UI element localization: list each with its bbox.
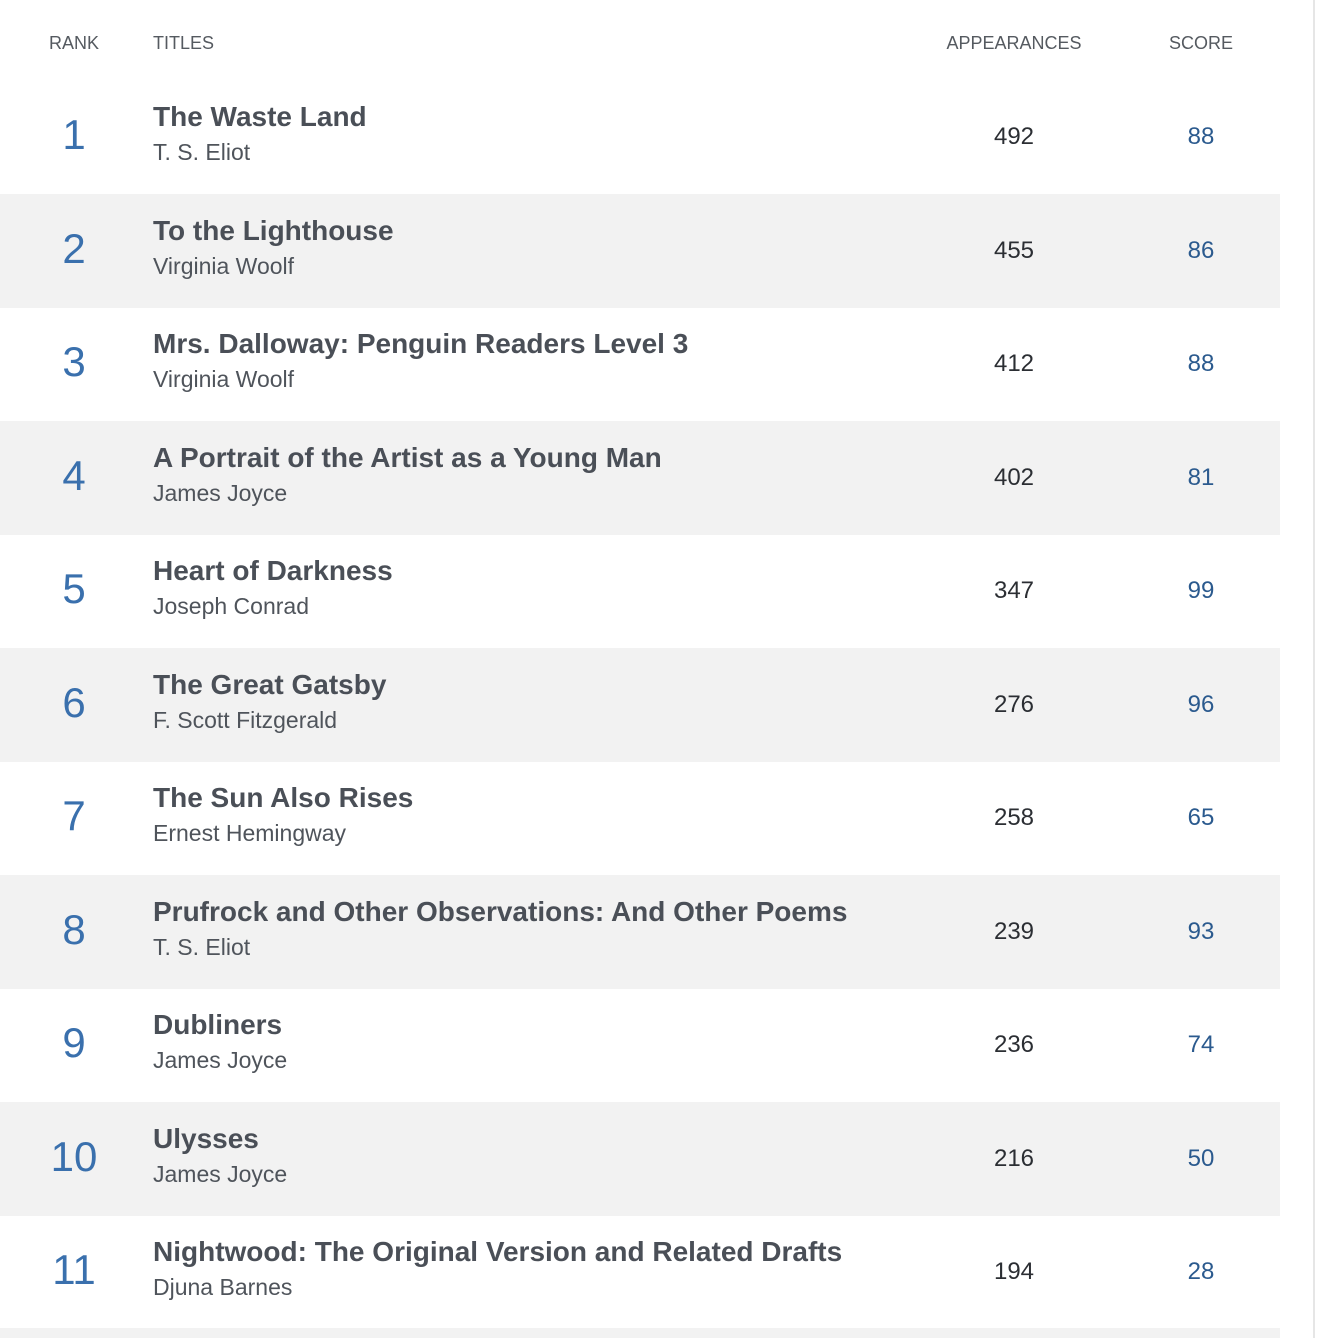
book-title[interactable]: The Great Gatsby xyxy=(153,668,387,700)
rank: 8 xyxy=(62,905,86,953)
rank-header: RANK xyxy=(48,33,99,53)
appearances: 258 xyxy=(993,804,1035,831)
author: Joseph Conrad xyxy=(153,593,309,619)
book-title[interactable]: Nightwood: The Original Version and Rela… xyxy=(153,1236,843,1267)
score: 50 xyxy=(1187,1144,1215,1172)
book-title[interactable]: Prufrock and Other Observations: And Oth… xyxy=(153,895,848,927)
book-row[interactable]: 3 Mrs. Dalloway: Penguin Readers Level 3 V… xyxy=(0,307,1280,421)
titles-header: TITLES xyxy=(153,33,215,53)
author: James Joyce xyxy=(153,479,288,506)
score: 81 xyxy=(1187,463,1215,491)
book-row[interactable]: 8 Prufrock and Other Observations: And Ot… xyxy=(0,874,1280,989)
book-title[interactable]: To the Lighthouse xyxy=(153,214,394,246)
appearances: 216 xyxy=(993,1144,1035,1172)
rank: 11 xyxy=(52,1246,96,1293)
rank: 10 xyxy=(50,1132,98,1180)
book-row[interactable]: 10 Ulysses James Joyce 216 50 xyxy=(0,1101,1280,1216)
rank: 2 xyxy=(62,224,86,272)
author: Djuna Barnes xyxy=(153,1274,293,1300)
book-title[interactable]: Heart of Darkness xyxy=(153,555,393,586)
book-row[interactable]: 5 Heart of Darkness Joseph Conrad 347 99 xyxy=(0,534,1280,648)
author: Ernest Hemingway xyxy=(153,820,347,846)
book-row[interactable]: 9 Dubliners James Joyce 236 74 xyxy=(0,988,1280,1102)
book-title[interactable]: A Portrait of the Artist as a Young Man xyxy=(153,441,662,473)
book-title[interactable]: The Sun Also Rises xyxy=(153,782,414,813)
book-row[interactable]: 11 Nightwood: The Original Version and Re… xyxy=(0,1215,1280,1329)
score: 65 xyxy=(1187,804,1215,831)
score: 28 xyxy=(1187,1258,1215,1285)
appearances: 412 xyxy=(993,350,1035,377)
score: 88 xyxy=(1187,123,1215,150)
appearances: 236 xyxy=(993,1031,1035,1058)
score: 93 xyxy=(1187,917,1215,945)
rank: 6 xyxy=(62,678,86,726)
book-row[interactable]: 7 The Sun Also Rises Ernest Hemingway 258 65 xyxy=(0,761,1280,875)
author: F. Scott Fitzgerald xyxy=(153,706,338,733)
score: 96 xyxy=(1187,690,1215,718)
score: 99 xyxy=(1187,577,1215,604)
rank: 5 xyxy=(62,565,86,612)
author: T. S. Eliot xyxy=(153,933,251,960)
rank: 3 xyxy=(62,338,86,385)
score: 74 xyxy=(1187,1031,1215,1058)
appearances: 455 xyxy=(993,236,1035,264)
book-title[interactable]: Dubliners xyxy=(153,1009,283,1040)
score: 86 xyxy=(1187,236,1215,264)
book-title[interactable]: Ulysses xyxy=(153,1122,259,1154)
row-stripe xyxy=(0,1328,1280,1338)
author: James Joyce xyxy=(153,1160,288,1187)
author: T. S. Eliot xyxy=(153,139,251,165)
scrollbar-edge xyxy=(1313,0,1315,1338)
appearances: 194 xyxy=(993,1258,1035,1285)
author: James Joyce xyxy=(153,1047,288,1073)
rank: 1 xyxy=(62,111,86,158)
appearances: 402 xyxy=(993,463,1035,491)
rank: 9 xyxy=(62,1019,86,1066)
appearances: 492 xyxy=(993,123,1035,150)
appearances: 347 xyxy=(993,577,1035,604)
book-title[interactable]: The Waste Land xyxy=(153,101,367,132)
appearances-header: APPEARANCES xyxy=(946,33,1082,53)
book-row[interactable]: 6 The Great Gatsby F. Scott Fitzgerald 276 9… xyxy=(0,647,1280,762)
score-header: SCORE xyxy=(1168,33,1233,53)
author: Virginia Woolf xyxy=(153,366,295,392)
score: 88 xyxy=(1187,350,1215,377)
appearances: 239 xyxy=(993,917,1035,945)
rank: 4 xyxy=(62,451,86,499)
book-row[interactable]: 1 The Waste Land T. S. Eliot 492 88 xyxy=(0,80,1280,194)
appearances: 276 xyxy=(993,690,1035,718)
rank: 7 xyxy=(62,792,86,839)
book-title[interactable]: Mrs. Dalloway: Penguin Readers Level 3 xyxy=(153,328,689,359)
author: Virginia Woolf xyxy=(153,252,295,279)
book-row[interactable]: 2 To the Lighthouse Virginia Woolf 455 86 xyxy=(0,193,1280,308)
book-row[interactable]: 4 A Portrait of the Artist as a Young Man… xyxy=(0,420,1280,535)
